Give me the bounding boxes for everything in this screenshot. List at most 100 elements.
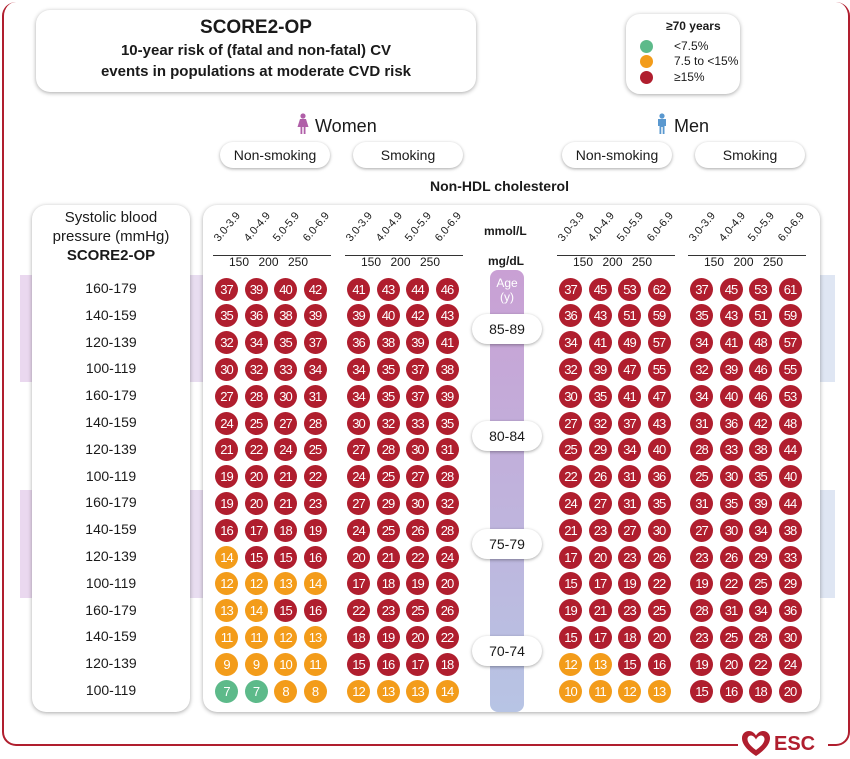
risk-cell: 13 (647, 679, 671, 703)
risk-cell: 45 (588, 277, 612, 301)
risk-cell: 35 (749, 465, 772, 489)
risk-cell: 32 (215, 331, 238, 355)
sbp-row-label: 120-139 (85, 655, 137, 672)
risk-cell: 29 (749, 545, 772, 569)
risk-cell: 14 (215, 545, 238, 569)
risk-cell: 16 (303, 599, 327, 623)
risk-cell: 14 (244, 599, 268, 623)
risk-cell: 20 (719, 652, 743, 676)
risk-cell: 7 (244, 679, 268, 703)
risk-cell: 29 (588, 438, 612, 462)
risk-cell: 39 (347, 304, 370, 328)
risk-cell: 19 (215, 491, 238, 515)
risk-cell: 9 (215, 652, 238, 676)
woman-icon (297, 113, 309, 134)
risk-cell: 35 (376, 357, 400, 381)
risk-cell: 19 (303, 518, 327, 542)
risk-cell: 32 (588, 411, 612, 435)
risk-cell: 39 (435, 384, 459, 408)
risk-cell: 25 (244, 411, 268, 435)
risk-cell: 25 (647, 599, 671, 623)
women-label: Women (315, 116, 377, 136)
risk-cell: 39 (588, 357, 612, 381)
risk-cell: 7 (215, 679, 238, 703)
sbp-row-label: 140-159 (85, 628, 137, 645)
risk-cell: 34 (749, 518, 772, 542)
risk-cell: 22 (303, 465, 327, 489)
sbp-header: Systolic blood pressure (mmHg) SCORE2-OP (32, 208, 190, 265)
legend-dot (640, 40, 653, 53)
risk-cell: 31 (690, 411, 713, 435)
risk-cell: 18 (347, 625, 370, 649)
risk-cell: 55 (647, 357, 671, 381)
sbp-header-line1: Systolic blood (64, 209, 158, 226)
risk-cell: 29 (778, 572, 802, 596)
risk-cell: 59 (647, 304, 671, 328)
risk-cell: 38 (778, 518, 802, 542)
chart-title: SCORE2-OP (200, 17, 312, 38)
risk-cell: 26 (719, 545, 743, 569)
risk-cell: 11 (588, 679, 612, 703)
risk-cell: 27 (406, 465, 429, 489)
risk-cell: 28 (690, 438, 713, 462)
risk-cell: 26 (406, 518, 429, 542)
risk-cell: 28 (376, 438, 400, 462)
risk-cell: 27 (618, 518, 641, 542)
risk-cell: 59 (778, 304, 802, 328)
age-group-label: 85-89 (472, 314, 542, 345)
sbp-row-label: 120-139 (85, 333, 137, 350)
risk-cell: 17 (406, 652, 429, 676)
mg-tick-label: 150 (573, 255, 594, 269)
risk-cell: 43 (376, 277, 400, 301)
risk-cell: 35 (435, 411, 459, 435)
esc-label: ESC (774, 733, 816, 755)
risk-cell: 37 (215, 277, 238, 301)
risk-cell: 35 (719, 491, 743, 515)
risk-cell: 17 (347, 572, 370, 596)
risk-cell: 12 (618, 679, 641, 703)
risk-cell: 27 (588, 491, 612, 515)
risk-cell: 31 (719, 599, 743, 623)
risk-cell: 44 (406, 277, 429, 301)
chart-subtitle-2: events in populations at moderate CVD ri… (100, 63, 412, 80)
risk-cell: 53 (618, 277, 641, 301)
risk-cell: 19 (215, 465, 238, 489)
title-card: SCORE2-OP 10-year risk of (fatal and non… (36, 10, 476, 92)
risk-cell: 22 (347, 599, 370, 623)
risk-cell: 47 (618, 357, 641, 381)
risk-cell: 33 (274, 357, 297, 381)
risk-cell: 37 (406, 384, 429, 408)
sbp-header-line3: SCORE2-OP (66, 247, 156, 264)
risk-cell: 27 (215, 384, 238, 408)
risk-cell: 51 (749, 304, 772, 328)
risk-cell: 25 (376, 518, 400, 542)
risk-cell: 22 (435, 625, 459, 649)
risk-cell: 24 (215, 411, 238, 435)
risk-cell: 45 (719, 277, 743, 301)
risk-cell: 27 (274, 411, 297, 435)
risk-cell: 16 (376, 652, 400, 676)
risk-cell: 44 (778, 491, 802, 515)
sbp-row-label: 100-119 (85, 574, 137, 591)
risk-cell: 11 (244, 625, 268, 649)
risk-cell: 37 (690, 277, 713, 301)
risk-cell: 32 (690, 357, 713, 381)
risk-cell: 53 (749, 277, 772, 301)
mg-axis-line (688, 255, 806, 256)
sbp-row-label: 140-159 (85, 306, 137, 323)
risk-cell: 36 (244, 304, 268, 328)
age-group-label: 80-84 (472, 421, 542, 452)
risk-cell: 15 (559, 572, 582, 596)
risk-cell: 26 (435, 599, 459, 623)
mg-tick-label: 150 (361, 255, 382, 269)
risk-cell: 20 (244, 491, 268, 515)
risk-cell: 55 (778, 357, 802, 381)
risk-cell: 19 (690, 652, 713, 676)
risk-cell: 25 (376, 465, 400, 489)
risk-cell: 36 (778, 599, 802, 623)
risk-cell: 13 (588, 652, 612, 676)
risk-cell: 30 (274, 384, 297, 408)
risk-cell: 39 (406, 331, 429, 355)
men-header: Men (655, 113, 709, 137)
risk-cell: 21 (588, 599, 612, 623)
